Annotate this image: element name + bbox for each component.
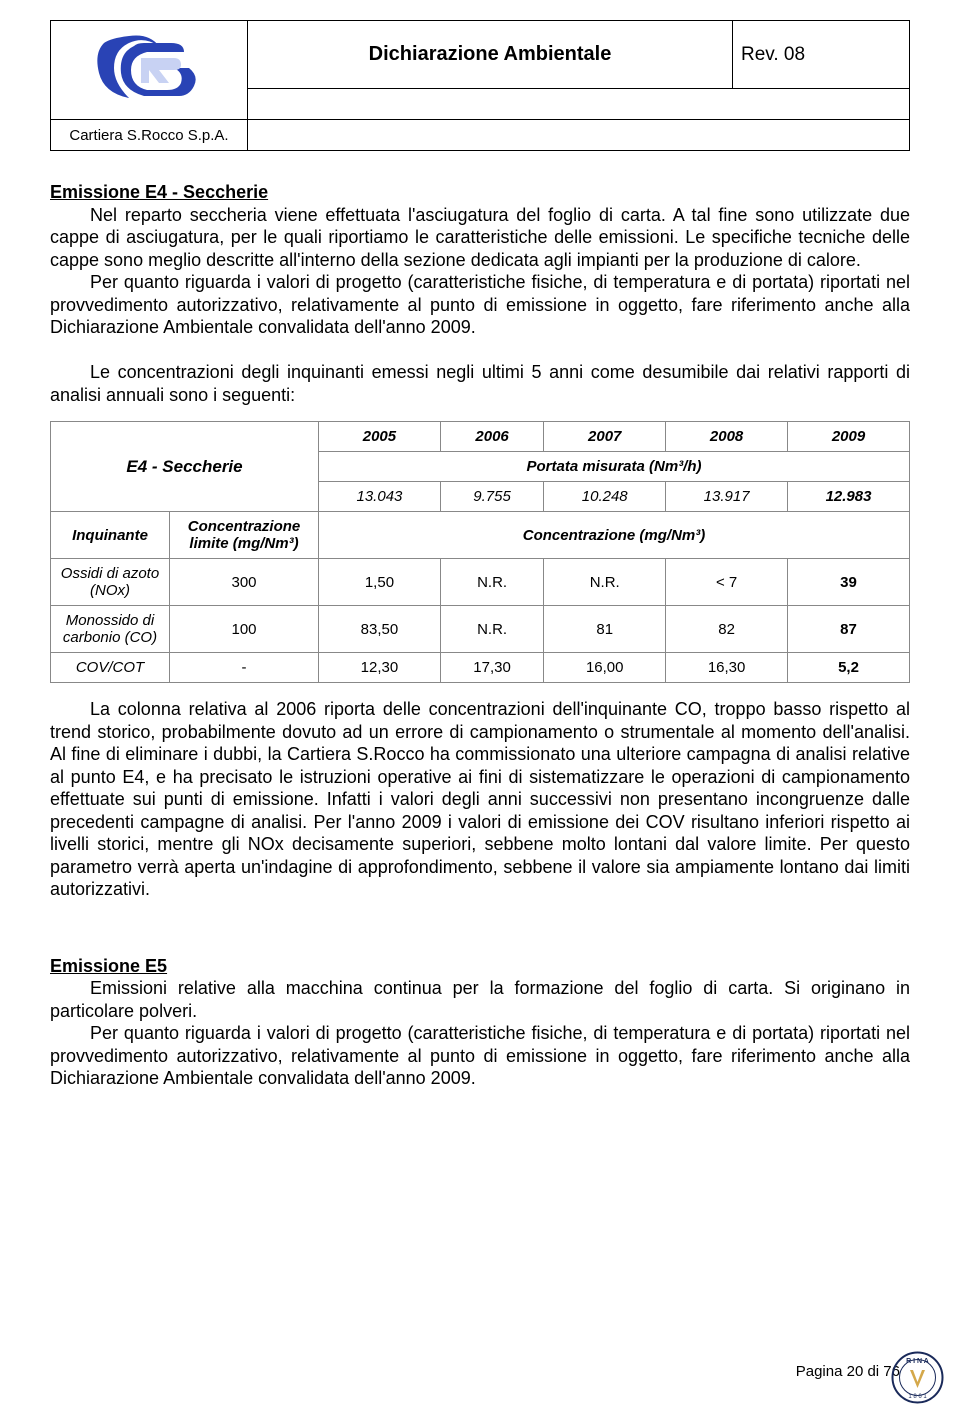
table-title: E4 - Seccherie bbox=[51, 422, 319, 512]
table-row: COV/COT - 12,30 17,30 16,00 16,30 5,2 bbox=[51, 653, 910, 683]
row-val: 83,50 bbox=[319, 606, 441, 653]
row-val: 81 bbox=[544, 606, 666, 653]
company-logo-icon bbox=[89, 28, 209, 108]
e4-para3: Le concentrazioni degli inquinanti emess… bbox=[50, 361, 910, 406]
e5-para2: Per quanto riguarda i valori di progetto… bbox=[50, 1022, 910, 1090]
row-val: < 7 bbox=[666, 559, 788, 606]
year-2005: 2005 bbox=[319, 422, 441, 452]
row-val: 82 bbox=[666, 606, 788, 653]
portata-v1: 9.755 bbox=[440, 482, 543, 512]
row-val: 12,30 bbox=[319, 653, 441, 683]
document-header: Dichiarazione Ambientale Rev. 08 Cartier… bbox=[50, 20, 910, 151]
row-val: 16,30 bbox=[666, 653, 788, 683]
row-val: 87 bbox=[788, 606, 910, 653]
doc-rev: Rev. 08 bbox=[733, 21, 910, 89]
section-e4: Emissione E4 - Seccherie Nel reparto sec… bbox=[50, 181, 910, 406]
page-footer: Pagina 20 di 76 bbox=[796, 1363, 900, 1380]
portata-v2: 10.248 bbox=[544, 482, 666, 512]
row-limit: 300 bbox=[170, 559, 319, 606]
svg-text:R I N A: R I N A bbox=[906, 1358, 929, 1365]
inquinante-header: Inquinante bbox=[51, 512, 170, 559]
row-val: N.R. bbox=[440, 606, 543, 653]
year-2006: 2006 bbox=[440, 422, 543, 452]
year-2008: 2008 bbox=[666, 422, 788, 452]
row-label: Monossido di carbonio (CO) bbox=[51, 606, 170, 653]
year-2009: 2009 bbox=[788, 422, 910, 452]
section-e5: Emissione E5 Emissioni relative alla mac… bbox=[50, 955, 910, 1090]
row-val: 39 bbox=[788, 559, 910, 606]
row-limit: - bbox=[170, 653, 319, 683]
conc-header: Concentrazione (mg/Nm³) bbox=[319, 512, 910, 559]
e4-title: Emissione E4 - Seccherie bbox=[50, 182, 268, 202]
table-row: Ossidi di azoto (NOx) 300 1,50 N.R. N.R.… bbox=[51, 559, 910, 606]
portata-v4: 12.983 bbox=[788, 482, 910, 512]
portata-v0: 13.043 bbox=[319, 482, 441, 512]
table-row: Monossido di carbonio (CO) 100 83,50 N.R… bbox=[51, 606, 910, 653]
e5-para1: Emissioni relative alla macchina continu… bbox=[50, 977, 910, 1022]
svg-text:1 8 6 1: 1 8 6 1 bbox=[908, 1394, 927, 1400]
seal-icon: R I N A 1 8 6 1 bbox=[890, 1350, 945, 1410]
row-val: 5,2 bbox=[788, 653, 910, 683]
portata-label: Portata misurata (Nm³/h) bbox=[319, 452, 910, 482]
emissions-table: E4 - Seccherie 2005 2006 2007 2008 2009 … bbox=[50, 421, 910, 683]
row-val: 17,30 bbox=[440, 653, 543, 683]
row-label: COV/COT bbox=[51, 653, 170, 683]
row-limit: 100 bbox=[170, 606, 319, 653]
doc-title: Dichiarazione Ambientale bbox=[248, 21, 733, 89]
e4-para1: Nel reparto seccheria viene effettuata l… bbox=[50, 204, 910, 272]
portata-v3: 13.917 bbox=[666, 482, 788, 512]
row-label: Ossidi di azoto (NOx) bbox=[51, 559, 170, 606]
row-val: N.R. bbox=[440, 559, 543, 606]
year-2007: 2007 bbox=[544, 422, 666, 452]
conc-limite-header: Concentrazione limite (mg/Nm³) bbox=[170, 512, 319, 559]
row-val: N.R. bbox=[544, 559, 666, 606]
row-val: 1,50 bbox=[319, 559, 441, 606]
row-val: 16,00 bbox=[544, 653, 666, 683]
e5-title: Emissione E5 bbox=[50, 956, 167, 976]
logo-cell bbox=[51, 21, 248, 120]
e4-para2: Per quanto riguarda i valori di progetto… bbox=[50, 271, 910, 339]
para-after-table: La colonna relativa al 2006 riporta dell… bbox=[50, 698, 910, 901]
company-name: Cartiera S.Rocco S.p.A. bbox=[51, 120, 248, 151]
